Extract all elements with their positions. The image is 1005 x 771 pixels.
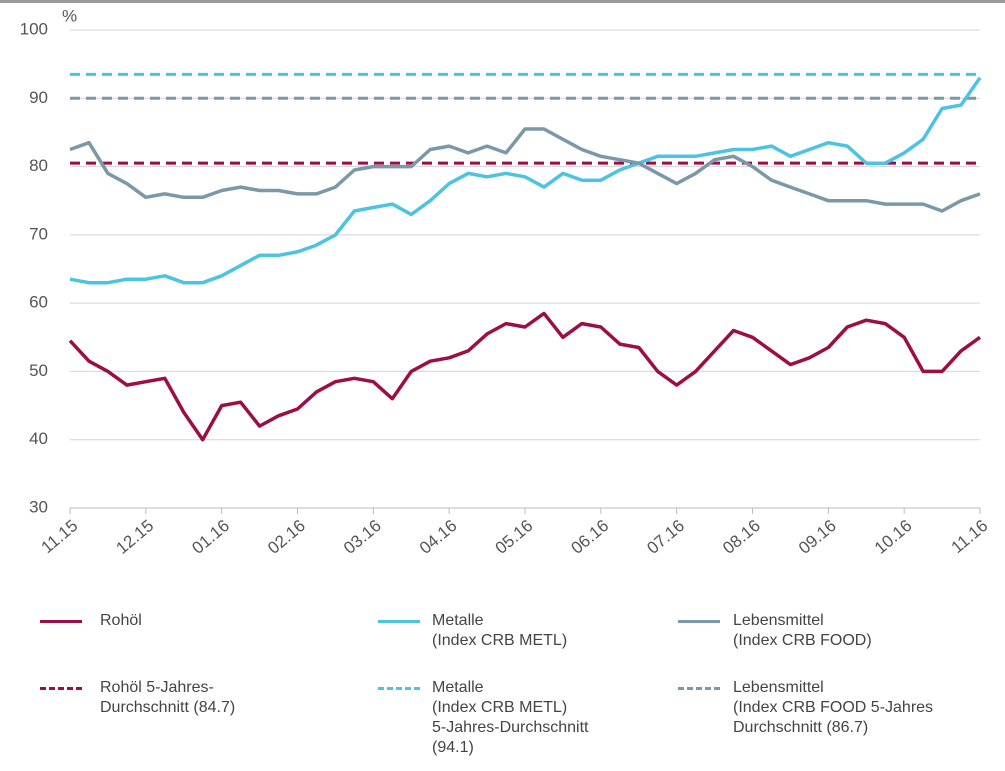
legend-label: Lebensmittel (Index CRB FOOD 5-Jahres Du… (733, 679, 934, 736)
x-tick-label: 11.15 (38, 516, 82, 557)
x-tick-label: 11.16 (948, 516, 992, 557)
x-tick-label: 04.16 (416, 516, 461, 558)
legend-label: Metalle (Index CRB METL) 5-Jahres-Durchs… (432, 679, 589, 756)
x-tick-label: 03.16 (340, 516, 385, 558)
legend-label: Rohöl (100, 612, 142, 629)
x-tick-label: 09.16 (795, 516, 840, 558)
legend-label: Rohöl 5-Jahres- Durchschnitt (84.7) (100, 679, 236, 716)
legend-swatch (378, 620, 420, 623)
x-tick-label: 08.16 (719, 516, 764, 558)
legend-swatch (678, 687, 720, 690)
y-tick-label: 100 (20, 19, 48, 38)
series-line (69, 76, 982, 285)
y-tick-label: 60 (29, 293, 48, 312)
legend-label: Metalle (Index CRB METL) (432, 612, 568, 649)
x-tick-label: 07.16 (643, 516, 688, 558)
legend-swatch (40, 687, 82, 690)
y-tick-label: 70 (29, 224, 48, 243)
legend-label: Lebensmittel (Index CRB FOOD) (733, 612, 872, 649)
y-tick-label: 30 (29, 497, 48, 516)
x-tick-label: 02.16 (264, 516, 309, 558)
x-tick-label: 10.16 (871, 516, 916, 558)
legend-swatch (40, 620, 82, 623)
y-tick-label: 40 (29, 429, 48, 448)
y-tick-label: 90 (29, 88, 48, 107)
legend-swatch (678, 620, 720, 623)
series-line (68, 311, 982, 442)
x-tick-label: 12.15 (112, 516, 157, 558)
series-line (69, 127, 981, 213)
x-tick-label: 05.16 (492, 516, 537, 558)
y-tick-label: 80 (29, 156, 48, 175)
y-unit: % (62, 6, 77, 25)
chart: % 30 40 50 60 70 80 90 100 11.15 12.15 01.16 02.16 0… (0, 0, 1005, 558)
x-tick-label: 01.16 (188, 516, 233, 558)
y-tick-label: 50 (29, 361, 48, 380)
legend-swatch (378, 687, 420, 690)
x-tick-label: 06.16 (567, 516, 612, 558)
